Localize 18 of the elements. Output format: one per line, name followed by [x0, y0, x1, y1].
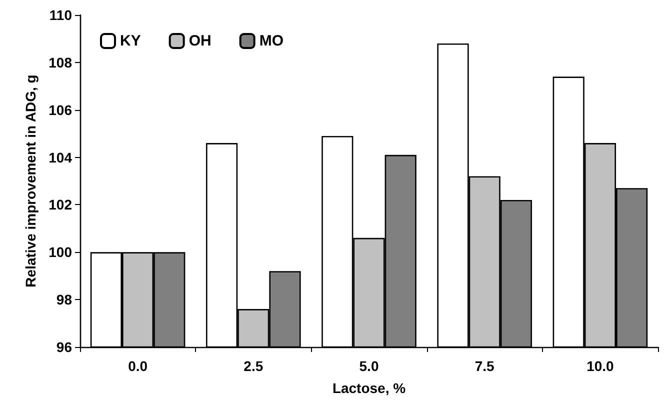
y-tick-label: 108	[48, 54, 72, 70]
x-tick-label: 7.5	[474, 358, 495, 374]
y-tick-label: 110	[49, 7, 72, 23]
x-tick-label: 10.0	[586, 358, 614, 374]
y-tick-label: 98	[56, 292, 72, 308]
y-tick-label: 104	[48, 149, 72, 166]
legend-label: KY	[120, 32, 141, 50]
legend-label: OH	[188, 32, 212, 50]
x-tick-label: 5.0	[359, 358, 379, 374]
x-tick-label: 0.0	[128, 358, 148, 374]
y-tick-label: 102	[48, 196, 72, 213]
legend-label: MO	[259, 32, 284, 50]
y-tick-label: 100	[48, 244, 72, 260]
y-tick-label: 96	[56, 339, 72, 355]
y-tick-label: 106	[48, 102, 72, 118]
x-axis-title: Lactose, %	[332, 380, 406, 396]
x-tick-label: 2.5	[244, 358, 264, 374]
y-axis-title: Relative improvement in ADG, g	[22, 74, 39, 288]
